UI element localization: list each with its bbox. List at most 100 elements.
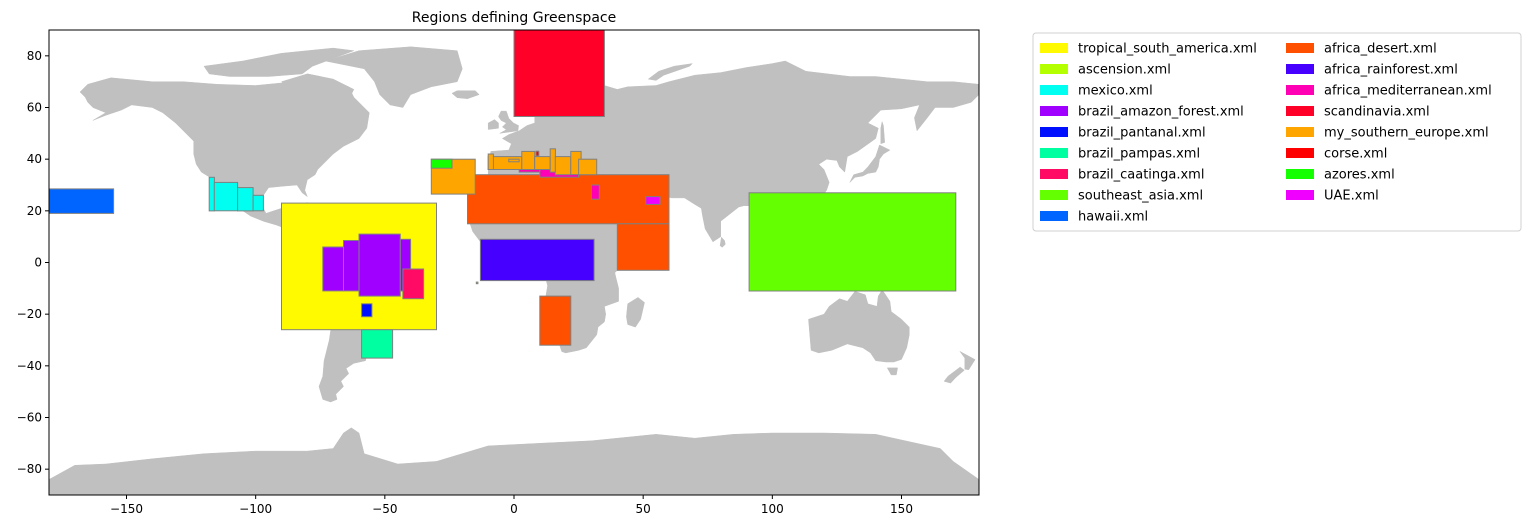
- legend-swatch: [1040, 43, 1068, 53]
- region-box-southeast-asia: [748, 192, 957, 292]
- region-mexico: [208, 176, 264, 212]
- legend-swatch: [1286, 85, 1314, 95]
- land-new-zealand-south: [943, 366, 965, 384]
- legend-label: corse.xml: [1324, 147, 1387, 162]
- region-box-corse: [535, 150, 540, 157]
- y-tick-label: −60: [17, 411, 42, 425]
- x-axis: −150 −100 −50 0 50 100 150: [110, 495, 913, 516]
- region-africa-desert: [467, 174, 670, 346]
- x-tick-label: −50: [372, 502, 397, 516]
- legend-label: scandinavia.xml: [1324, 105, 1430, 120]
- region-ascension: [475, 281, 479, 285]
- legend-swatch: [1286, 43, 1314, 53]
- legend-swatch: [1286, 106, 1314, 116]
- legend-swatch: [1040, 169, 1068, 179]
- region-box-my-southern-europe: [549, 148, 556, 173]
- y-tick-label: 60: [27, 101, 42, 115]
- legend-label: brazil_caatinga.xml: [1078, 168, 1204, 183]
- region-box-ascension: [475, 281, 479, 285]
- land-australia: [808, 289, 910, 363]
- regions-layer: [49, 30, 957, 359]
- region-uae: [645, 196, 661, 205]
- y-tick-label: −40: [17, 359, 42, 373]
- legend-label: brazil_pampas.xml: [1078, 147, 1200, 162]
- land-japan: [849, 144, 891, 183]
- region-box-scandinavia: [513, 30, 605, 117]
- y-tick-label: 40: [27, 152, 42, 166]
- region-box-brazil-amazon-forest: [358, 233, 401, 297]
- legend-swatch: [1040, 211, 1068, 221]
- land-baffin-island: [280, 73, 355, 103]
- land-iceland: [451, 90, 480, 99]
- region-box-africa-desert: [539, 295, 572, 346]
- legend-swatch: [1040, 190, 1068, 200]
- region-box-africa-mediterranean: [591, 184, 600, 200]
- land-sakhalin: [880, 120, 885, 145]
- legend-label: hawaii.xml: [1078, 210, 1148, 225]
- region-box-my-southern-europe: [487, 153, 494, 170]
- land-sri-lanka: [719, 236, 726, 248]
- region-corse: [535, 150, 540, 157]
- region-southeast-asia: [748, 192, 957, 292]
- legend-swatch: [1040, 85, 1068, 95]
- legend-label: southeast_asia.xml: [1078, 189, 1203, 204]
- region-box-mexico: [213, 181, 239, 212]
- y-axis: 80 60 40 20 0 −20 −40 −60 −80: [17, 49, 49, 476]
- region-brazil-amazon-forest: [322, 233, 412, 297]
- legend-swatch: [1040, 106, 1068, 116]
- region-box-my-southern-europe: [534, 156, 551, 171]
- legend-swatch: [1286, 190, 1314, 200]
- legend-label: brazil_pantanal.xml: [1078, 126, 1206, 141]
- region-box-africa-rainforest: [479, 238, 595, 282]
- x-tick-label: 50: [636, 502, 651, 516]
- y-tick-label: 0: [34, 256, 42, 270]
- land-new-zealand-north: [959, 351, 976, 370]
- region-box-my-southern-europe: [521, 150, 536, 170]
- legend-label: africa_mediterranean.xml: [1324, 84, 1492, 99]
- land-antarctica: [49, 427, 979, 495]
- region-brazil-pampas: [361, 329, 394, 359]
- region-box-brazil-amazon-forest: [322, 246, 344, 292]
- region-box-africa-desert: [616, 223, 670, 271]
- region-box-uae: [645, 196, 661, 205]
- y-tick-label: 80: [27, 49, 42, 63]
- x-tick-label: 100: [761, 502, 784, 516]
- x-tick-label: −150: [110, 502, 143, 516]
- region-africa-rainforest: [479, 238, 595, 282]
- land-novaya-zemlya: [647, 63, 694, 81]
- chart-title: Regions defining Greenspace: [412, 10, 616, 26]
- legend-swatch: [1286, 127, 1314, 137]
- land-madagascar: [626, 297, 645, 328]
- legend-label: my_southern_europe.xml: [1324, 126, 1489, 141]
- legend-label: brazil_amazon_forest.xml: [1078, 105, 1244, 120]
- land-tasmania: [886, 367, 898, 376]
- region-hawaii: [49, 188, 115, 214]
- region-box-azores: [430, 158, 453, 169]
- legend-swatch: [1040, 148, 1068, 158]
- plot-area: −150 −100 −50 0 50 100 150 80 60 40 20 0 −20 −40 −60 −…: [17, 29, 980, 516]
- legend-label: africa_desert.xml: [1324, 42, 1437, 57]
- x-tick-label: 150: [890, 502, 913, 516]
- y-tick-label: −80: [17, 462, 42, 476]
- region-box-my-southern-europe: [554, 156, 572, 176]
- region-box-brazil-caatinga: [402, 268, 425, 300]
- legend-label: mexico.xml: [1078, 84, 1153, 99]
- legend-swatch: [1286, 64, 1314, 74]
- region-scandinavia: [513, 30, 605, 117]
- legend-label: africa_rainforest.xml: [1324, 63, 1458, 78]
- legend-label: UAE.xml: [1324, 189, 1379, 204]
- region-box-mexico: [237, 187, 254, 212]
- region-box-hawaii: [49, 188, 115, 214]
- land-ireland: [487, 119, 499, 130]
- region-box-my-southern-europe: [508, 158, 520, 163]
- land-great-britain: [498, 110, 519, 134]
- region-box-brazil-amazon-forest: [343, 240, 360, 292]
- legend-swatch: [1286, 169, 1314, 179]
- region-azores: [430, 158, 453, 169]
- legend-label: ascension.xml: [1078, 63, 1171, 78]
- legend-swatch: [1040, 127, 1068, 137]
- legend-swatch: [1040, 64, 1068, 74]
- region-box-my-southern-europe: [578, 158, 598, 176]
- y-tick-label: 20: [27, 204, 42, 218]
